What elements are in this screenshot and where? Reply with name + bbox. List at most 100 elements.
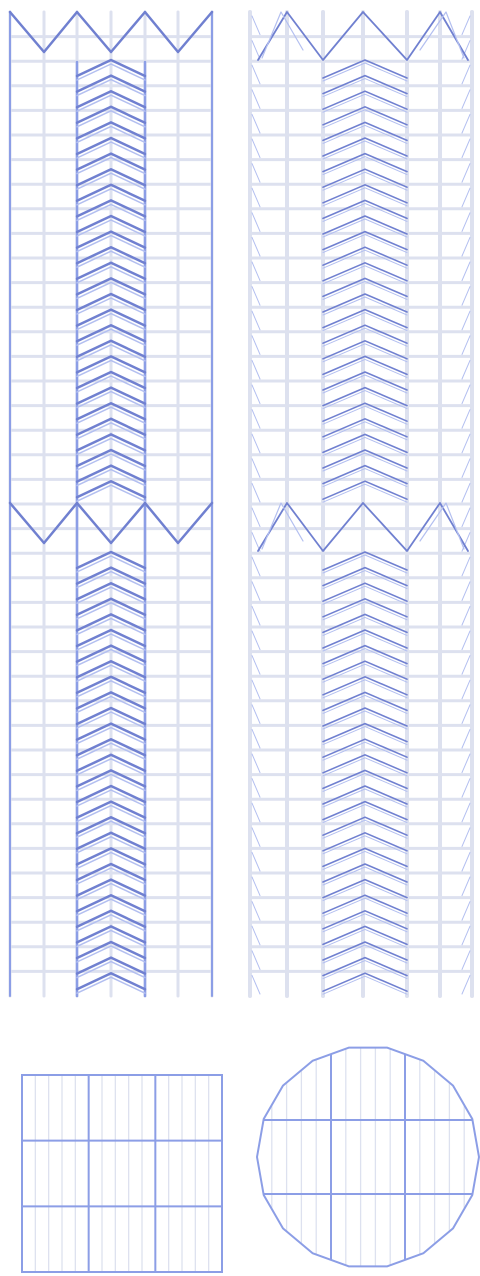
right-hatch-line <box>461 753 471 774</box>
chevron-mark <box>322 386 408 407</box>
chevron-shadow-mark <box>322 960 408 980</box>
chevron-mark <box>75 152 147 171</box>
left-hatch-line <box>251 950 261 970</box>
chevron-shadow-mark <box>322 124 408 144</box>
chevron-shadow-mark <box>322 358 408 378</box>
right-hatch-line <box>461 679 471 700</box>
chevron-mark <box>322 956 408 977</box>
chevron-mark <box>322 925 408 946</box>
chevron-mark <box>322 480 408 501</box>
chevron-shadow-mark <box>322 452 408 472</box>
chevron-shadow-mark <box>322 663 408 683</box>
chevron-shadow-mark <box>322 804 408 824</box>
right-hatch-line <box>461 655 471 675</box>
chevron-mark <box>75 800 147 819</box>
right-hatch-line <box>461 901 471 921</box>
chevron-mark <box>322 355 408 376</box>
left-hatch-line <box>251 384 261 405</box>
chevron-shadow-mark <box>76 453 146 471</box>
chevron-mark <box>75 675 147 695</box>
right-hatch-line <box>461 605 471 626</box>
chevron-shadow-mark <box>322 694 408 714</box>
chevron-shadow-mark <box>322 296 408 316</box>
right-hatch-line <box>461 286 471 306</box>
chevron-mark <box>322 691 408 712</box>
chevron-mark <box>322 660 408 681</box>
right-hatch-line <box>461 581 471 601</box>
chevron-shadow-mark <box>76 468 146 487</box>
chevron-mark <box>322 753 408 774</box>
chevron-shadow-mark <box>322 187 408 207</box>
chevron-shadow-mark <box>322 679 408 699</box>
chevron-shadow-mark <box>322 601 408 621</box>
chevron-mark <box>322 74 408 95</box>
right-angled-strip <box>248 10 474 998</box>
left-hatch-line <box>251 236 261 257</box>
chevron-mark <box>75 847 147 866</box>
chevron-mark <box>75 386 147 405</box>
chevron-shadow-mark <box>322 109 408 129</box>
chevron-mark <box>75 753 147 773</box>
chevron-mark <box>322 417 408 438</box>
chevron-shadow-mark <box>76 78 146 97</box>
chevron-shadow-mark <box>322 234 408 254</box>
chevron-shadow-mark <box>76 156 146 175</box>
right-hatch-line <box>461 433 471 454</box>
chevron-shadow-mark <box>76 94 146 112</box>
chevron-shadow-mark <box>322 78 408 98</box>
chevron-mark <box>75 105 147 125</box>
chevron-shadow-mark <box>76 648 146 667</box>
chevron-shadow-mark <box>76 976 146 994</box>
chevron-mark <box>322 339 408 360</box>
chevron-shadow-mark <box>76 602 146 620</box>
chevron-mark <box>75 893 147 913</box>
chevron-mark <box>75 581 147 601</box>
left-hatch-line <box>251 458 261 478</box>
chevron-shadow-mark <box>322 436 408 456</box>
round-outline <box>256 1046 480 1268</box>
right-hatch-line <box>461 310 471 331</box>
left-hatch-line <box>251 851 261 872</box>
right-hatch-line <box>461 630 471 651</box>
chevron-shadow-mark <box>76 711 146 729</box>
chevron-shadow-mark <box>322 312 408 332</box>
left-hatch-line <box>251 286 261 306</box>
chevron-shadow-mark <box>76 406 146 424</box>
chevron-mark <box>75 448 147 468</box>
chevron-shadow-mark <box>322 710 408 730</box>
left-hatch-line <box>251 163 261 183</box>
chevron-mark <box>322 215 408 235</box>
chevron-shadow-mark <box>322 218 408 238</box>
chevron-mark <box>322 707 408 727</box>
chevron-shadow-mark <box>322 140 408 160</box>
chevron-shadow-mark <box>322 62 408 82</box>
chevron-mark <box>75 136 147 156</box>
chevron-shadow-mark <box>322 343 408 363</box>
right-hatch-line <box>461 236 471 257</box>
chevron-shadow-mark <box>322 944 408 964</box>
chevron-shadow-mark <box>322 835 408 855</box>
chevron-mark <box>75 245 147 265</box>
chevron-shadow-mark <box>76 390 146 409</box>
chevron-mark <box>75 659 147 679</box>
chevron-mark <box>322 785 408 805</box>
chevron-shadow-mark <box>322 741 408 761</box>
chevron-mark <box>75 74 147 93</box>
chevron-shadow-mark <box>76 328 146 346</box>
square-outline <box>21 1074 223 1273</box>
chevron-shadow-mark <box>322 928 408 948</box>
chevron-shadow-mark <box>76 203 146 222</box>
chevron-mark <box>322 324 408 345</box>
chevron-mark <box>75 737 147 757</box>
chevron-shadow-mark <box>76 664 146 682</box>
chevron-mark <box>322 738 408 759</box>
chevron-shadow-mark <box>76 851 146 870</box>
chevron-mark <box>75 89 147 109</box>
chevron-shadow-mark <box>76 266 146 284</box>
chevron-mark <box>322 597 408 618</box>
right-hatch-line <box>461 458 471 478</box>
chevron-shadow-mark <box>322 327 408 347</box>
chevron-shadow-mark <box>76 633 146 651</box>
chevron-shadow-mark <box>322 171 408 191</box>
